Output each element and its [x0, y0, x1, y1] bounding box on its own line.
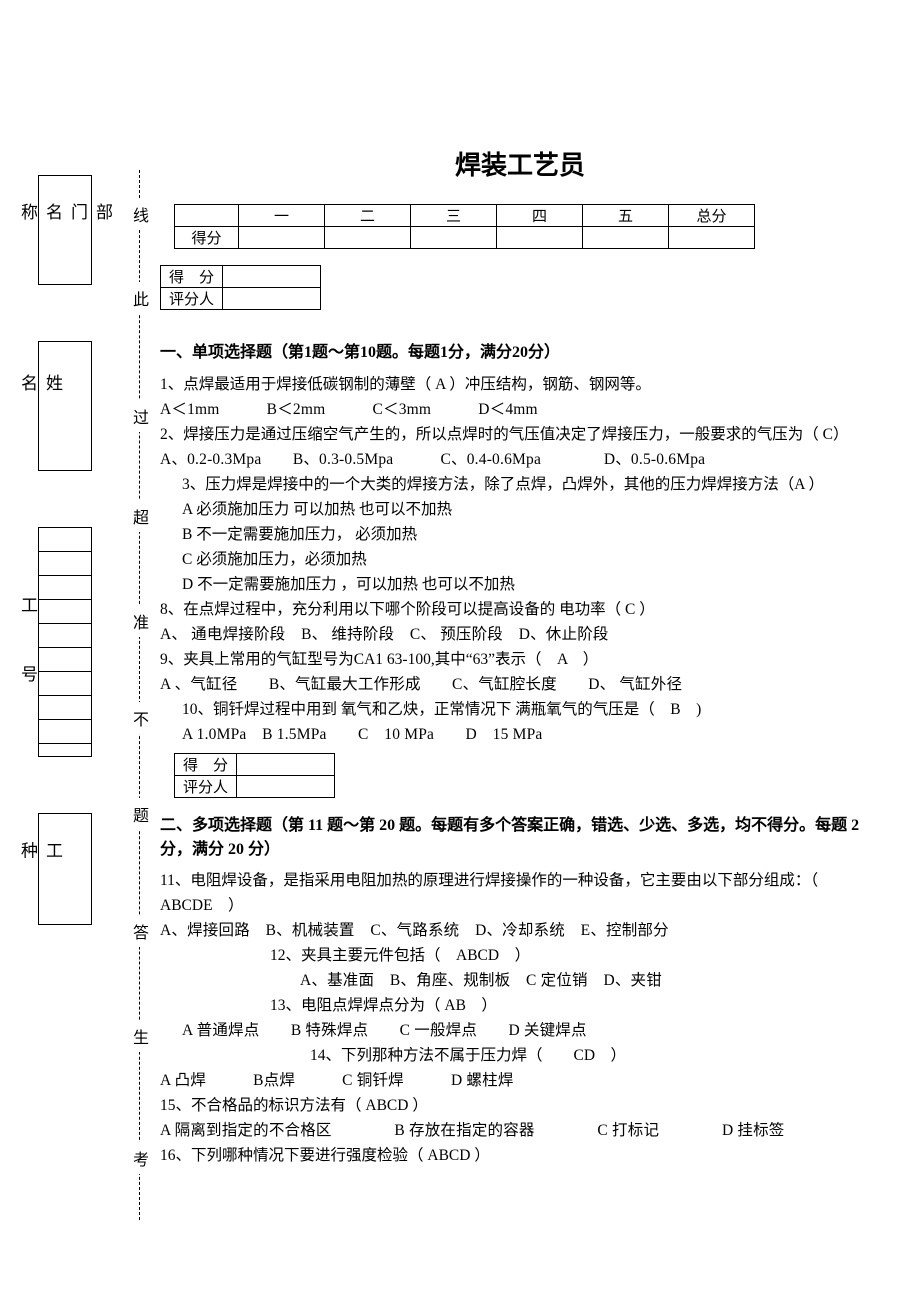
- q3-stem: 3、压力焊是焊接中的一个大类的焊接方法，除了点焊，凸焊外，其他的压力焊焊接方法（…: [160, 472, 880, 497]
- cutline-char: 考: [132, 1142, 150, 1174]
- cutline-char: 题: [132, 798, 150, 830]
- q14-stem: 14、下列那种方法不属于压力焊（ CD ）: [160, 1043, 880, 1068]
- label-name: 姓 名: [15, 374, 65, 438]
- q13-options: A 普通焊点 B 特殊焊点 C 一般焊点 D 关键焊点: [160, 1018, 880, 1043]
- q12-options: A、基准面 B、角座、规制板 C 定位销 D、夹钳: [160, 968, 880, 993]
- q11-options: A、焊接回路 B、机械装置 C、气路系统 D、冷却系统 E、控制部分: [160, 918, 880, 943]
- cutline-char: 超: [132, 500, 150, 532]
- score-label: 得 分: [175, 754, 237, 776]
- field-department: 部 门 名 称: [38, 175, 92, 285]
- cutline-char: 生: [132, 1020, 150, 1052]
- q14-options: A 凸焊 B点焊 C 铜钎焊 D 螺柱焊: [160, 1068, 880, 1093]
- q9-stem: 9、夹具上常用的气缸型号为CA1 63-100,其中“63”表示（ A ）: [160, 647, 880, 672]
- cutline-char: 不: [132, 702, 150, 734]
- th-blank: [175, 205, 239, 227]
- q15-options: A 隔离到指定的不合格区 B 存放在指定的容器 C 打标记 D 挂标签: [160, 1118, 880, 1143]
- q13-stem: 13、电阻点焊焊点分为（ AB ）: [160, 993, 880, 1018]
- th-s2: 二: [325, 205, 411, 227]
- main-content: 焊装工艺员 一 二 三 四 五 总分 得分 得 分 评分人 一、单项选择题（第1…: [160, 145, 880, 1168]
- q11-stem: 11、电阻焊设备，是指采用电阻加热的原理进行焊接操作的一种设备，它主要由以下部分…: [160, 868, 880, 918]
- q1-stem: 1、点焊最适用于焊接低碳钢制的薄壁（ A ）冲压结构，钢筋、钢网等。: [160, 372, 880, 397]
- score-summary-table: 一 二 三 四 五 总分 得分: [174, 204, 755, 249]
- cutline-char: 准: [132, 605, 150, 637]
- q3-opt-d: D 不一定需要施加压力 ，可以加热 也可以不加热: [160, 572, 880, 597]
- q9-options: A 、气缸径 B、气缸最大工作形成 C、气缸腔长度 D、 气缸外径: [160, 672, 880, 697]
- table-row: 一 二 三 四 五 总分: [175, 205, 755, 227]
- label-department: 部 门 名 称: [15, 203, 115, 257]
- section-1-header: 一、单项选择题（第1题～第10题。每题1分，满分20分）: [160, 338, 880, 362]
- binding-cutline: 线 此 过 超 准 不 题 答 生 考: [130, 170, 150, 1220]
- q8-options: A、 通电焊接阶段 B、 维持阶段 C、 预压阶段 D、休止阶段: [160, 622, 880, 647]
- q16-stem: 16、下列哪种情况下要进行强度检验（ ABCD ）: [160, 1143, 880, 1168]
- label-job-type: 工 种: [15, 842, 65, 897]
- table-row: 得 分: [175, 754, 335, 776]
- score-label: 得 分: [161, 266, 223, 288]
- page-title: 焊装工艺员: [160, 145, 880, 182]
- th-s3: 三: [411, 205, 497, 227]
- cutline-char: 过: [132, 400, 150, 432]
- q8-stem: 8、在点焊过程中，充分利用以下哪个阶段可以提高设备的 电功率（ C ）: [160, 597, 880, 622]
- scorer-label: 评分人: [161, 288, 223, 310]
- th-s5: 五: [583, 205, 669, 227]
- table-row: 得分: [175, 227, 755, 249]
- field-name: 姓 名: [38, 341, 92, 471]
- q2-options: A、0.2-0.3Mpa B、0.3-0.5Mpa C、0.4-0.6Mpa D…: [160, 447, 880, 472]
- field-employee-id: 工 号: [38, 527, 92, 757]
- q12-stem: 12、夹具主要元件包括（ ABCD ）: [160, 943, 880, 968]
- dashed-line: [139, 170, 140, 1220]
- cutline-char: 答: [132, 915, 150, 947]
- question-block: 1、点焊最适用于焊接低碳钢制的薄壁（ A ）冲压结构，钢筋、钢网等。 A＜1mm…: [160, 372, 880, 747]
- row-label: 得分: [175, 227, 239, 249]
- question-block-2: 11、电阻焊设备，是指采用电阻加热的原理进行焊接操作的一种设备，它主要由以下部分…: [160, 868, 880, 1168]
- table-row: 评分人: [175, 776, 335, 798]
- table-row: 得 分: [161, 266, 321, 288]
- q10-options: A 1.0MPa B 1.5MPa C 10 MPa D 15 MPa: [160, 722, 880, 747]
- section-score-table-2: 得 分 评分人: [174, 753, 335, 798]
- q1-options: A＜1mm B＜2mm C＜3mm D＜4mm: [160, 397, 880, 422]
- label-employee-id: 工 号: [15, 596, 40, 688]
- q10-stem: 10、铜钎焊过程中用到 氧气和乙炔，正常情况下 满瓶氧气的气压是（ B ): [160, 697, 880, 722]
- q3-opt-a: A 必须施加压力 可以加热 也可以不加热: [160, 497, 880, 522]
- q2-stem: 2、焊接压力是通过压缩空气产生的，所以点焊时的气压值决定了焊接压力，一般要求的气…: [160, 422, 880, 447]
- th-total: 总分: [669, 205, 755, 227]
- info-sidebar: 部 门 名 称 姓 名 工 号 工 种: [38, 175, 98, 925]
- scorer-label: 评分人: [175, 776, 237, 798]
- table-row: 评分人: [161, 288, 321, 310]
- th-s1: 一: [239, 205, 325, 227]
- q3-opt-c: C 必须施加压力，必须加热: [160, 547, 880, 572]
- q3-opt-b: B 不一定需要施加压力， 必须加热: [160, 522, 880, 547]
- section-2-header: 二、多项选择题（第 11 题～第 20 题。每题有多个答案正确，错选、少选、多选…: [160, 814, 880, 862]
- cutline-char: 此: [132, 282, 150, 314]
- field-job-type: 工 种: [38, 813, 92, 925]
- th-s4: 四: [497, 205, 583, 227]
- q15-stem: 15、不合格品的标识方法有（ ABCD ）: [160, 1093, 880, 1118]
- cutline-char: 线: [132, 198, 150, 230]
- section-score-table-1: 得 分 评分人: [160, 265, 321, 310]
